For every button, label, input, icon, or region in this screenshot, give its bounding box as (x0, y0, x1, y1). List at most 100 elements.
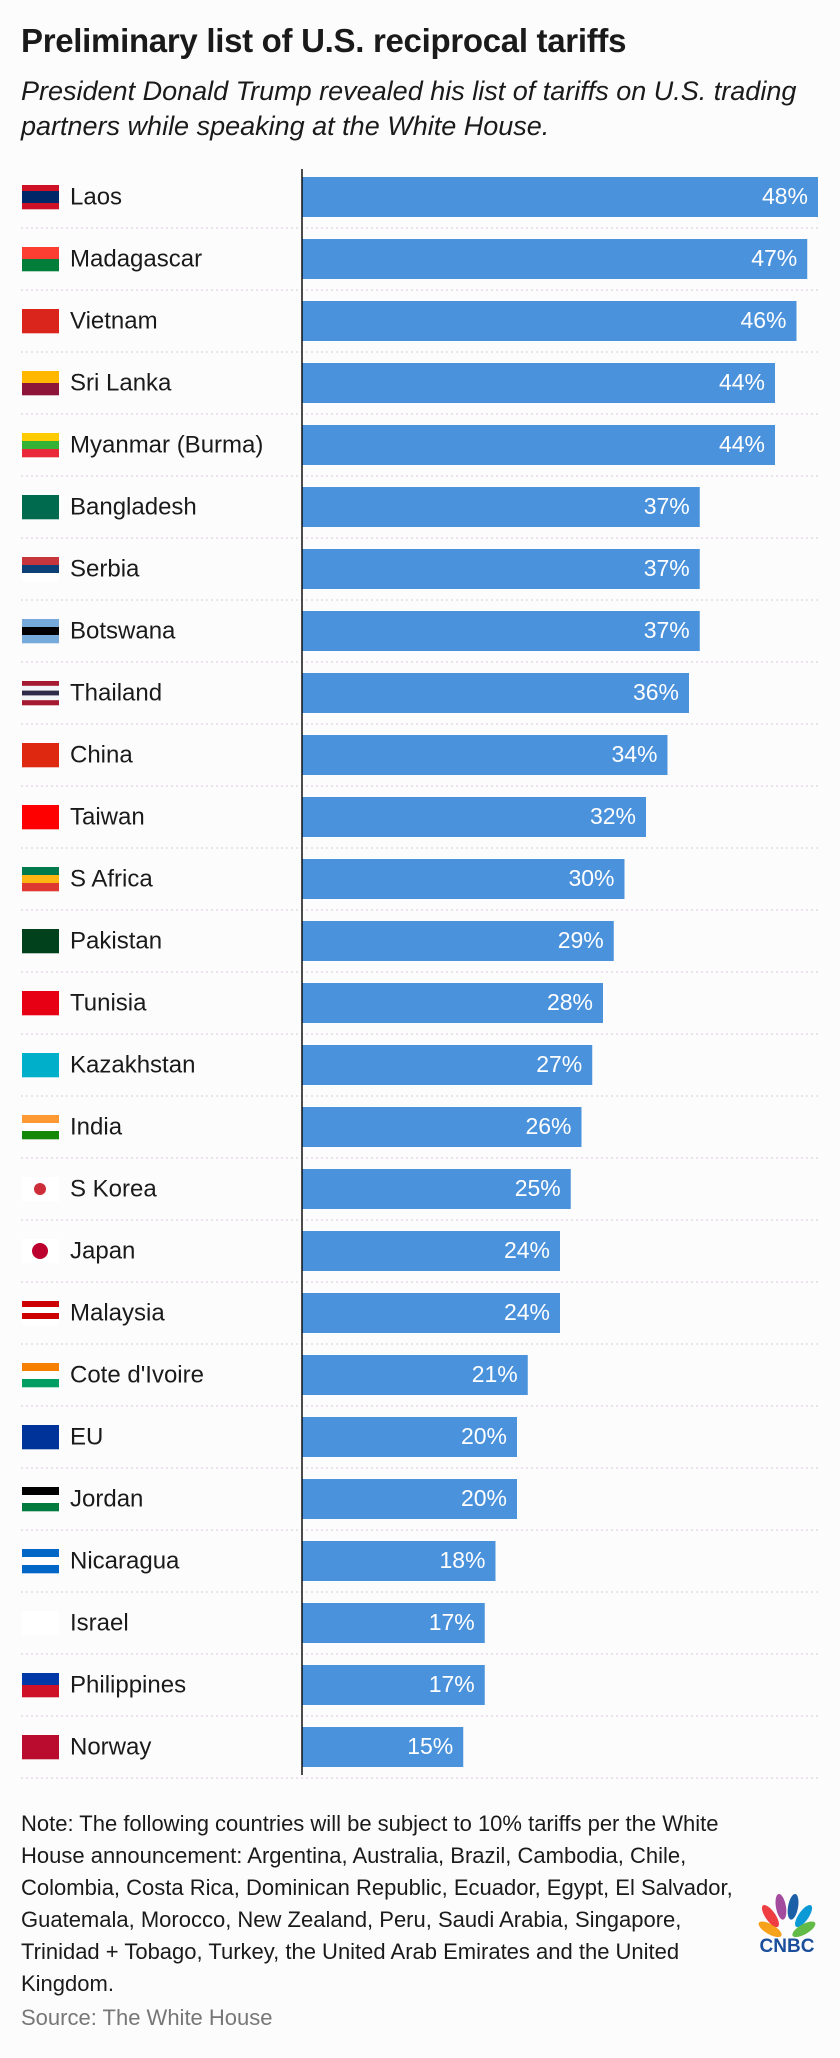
value-label: 20% (461, 1423, 507, 1449)
bar (302, 1417, 517, 1457)
flag-stripe (22, 1363, 59, 1372)
value-label: 37% (644, 617, 690, 643)
category-label: Serbia (70, 555, 140, 582)
value-label: 48% (762, 183, 808, 209)
logo: CNBC (758, 1893, 816, 1957)
flag (22, 929, 59, 954)
value-label: 46% (740, 307, 786, 333)
flag (22, 495, 59, 520)
flag-stripe (22, 1611, 59, 1636)
value-label: 17% (429, 1671, 475, 1697)
category-label: Madagascar (70, 245, 202, 272)
flag-stripe (22, 449, 59, 458)
flag-stripe (22, 247, 59, 260)
flag (22, 1487, 59, 1512)
flag-stripe (22, 185, 59, 192)
category-label: S Africa (70, 865, 153, 892)
flag (22, 743, 59, 768)
flag-stripe (22, 695, 59, 701)
flag-stripe (22, 805, 59, 830)
value-label: 20% (461, 1485, 507, 1511)
category-label: Laos (70, 183, 122, 210)
flag-stripe (22, 573, 59, 582)
category-label: Tunisia (70, 989, 147, 1016)
flag-stripe (22, 441, 59, 450)
flag (22, 1239, 59, 1264)
value-label: 30% (568, 865, 614, 891)
category-label: Israel (70, 1609, 129, 1636)
bar (302, 1727, 464, 1767)
bar (302, 363, 775, 403)
flag (22, 1301, 59, 1326)
value-label: 29% (558, 927, 604, 953)
source: Source: The White House (21, 2005, 273, 2030)
category-label: Thailand (70, 679, 162, 706)
flag (22, 1735, 59, 1760)
flag-emblem (32, 1243, 48, 1259)
flag-stripe (22, 203, 59, 210)
flag (22, 1115, 59, 1140)
flag-stripe (22, 681, 59, 687)
flag-stripe (22, 1131, 59, 1140)
flag-stripe (22, 1557, 59, 1566)
flag (22, 867, 59, 892)
flag-stripe (22, 1565, 59, 1574)
flag-stripe (22, 700, 59, 706)
value-label: 27% (536, 1051, 582, 1077)
bar (302, 983, 603, 1023)
bar (302, 1169, 571, 1209)
flag-stripe (22, 1487, 59, 1496)
flag-stripe (22, 619, 59, 628)
flag-stripe (22, 495, 59, 520)
flag-stripe (22, 883, 59, 892)
chart: Laos 48% Madagascar 47% Vietnam 46% Sri Lanka 4… (21, 169, 820, 1779)
flag-stripe (22, 197, 59, 204)
bar (302, 301, 797, 341)
value-label: 26% (525, 1113, 571, 1139)
chart-title: Preliminary list of U.S. reciprocal tari… (21, 22, 627, 59)
bar (302, 1045, 593, 1085)
flag-stripe (22, 433, 59, 442)
flag-stripe (22, 1123, 59, 1132)
flag-stripe (22, 867, 59, 876)
value-label: 17% (429, 1609, 475, 1635)
logo-text: CNBC (760, 1936, 815, 1957)
flag-stripe (22, 383, 59, 396)
value-label: 25% (515, 1175, 561, 1201)
category-label: Pakistan (70, 927, 162, 954)
value-label: 44% (719, 431, 765, 457)
category-label: EU (70, 1423, 103, 1450)
bar (302, 1107, 582, 1147)
value-label: 15% (407, 1733, 453, 1759)
flag-stripe (22, 565, 59, 574)
flag-stripe (22, 1371, 59, 1380)
flag-stripe (22, 1549, 59, 1558)
bar (302, 239, 808, 279)
flag-stripe (22, 1379, 59, 1388)
flag-stripe (22, 929, 59, 954)
bar (302, 1603, 485, 1643)
flag (22, 991, 59, 1016)
flag-stripe (22, 371, 59, 384)
value-label: 18% (439, 1547, 485, 1573)
category-label: Cote d'Ivoire (70, 1361, 204, 1388)
flag-stripe (22, 1313, 59, 1320)
category-label: Jordan (70, 1485, 143, 1512)
value-label: 24% (504, 1299, 550, 1325)
flag-stripe (22, 1673, 59, 1686)
value-label: 44% (719, 369, 765, 395)
bar (302, 1231, 560, 1271)
bar (302, 1541, 496, 1581)
flag (22, 247, 59, 272)
flag-stripe (22, 1307, 59, 1314)
flag (22, 1363, 59, 1388)
bar (302, 1479, 517, 1519)
flag (22, 433, 59, 458)
value-label: 28% (547, 989, 593, 1015)
flag-stripe (22, 1425, 59, 1450)
bar (302, 673, 689, 713)
flag-stripe (22, 1735, 59, 1760)
value-label: 37% (644, 493, 690, 519)
bar (302, 921, 614, 961)
category-label: Taiwan (70, 803, 145, 830)
